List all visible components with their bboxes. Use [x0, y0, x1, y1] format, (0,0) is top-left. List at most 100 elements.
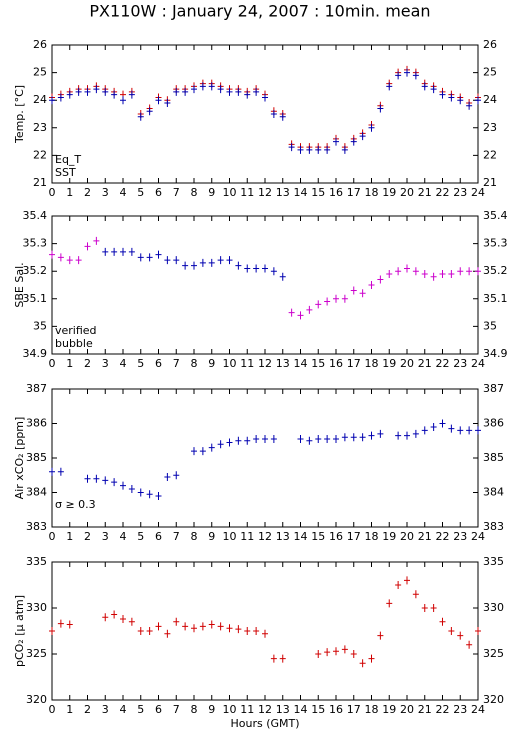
- point: [350, 433, 357, 442]
- x-tick-label: 23: [453, 357, 467, 370]
- y-tick-label: 35.4: [23, 209, 48, 222]
- point: [235, 261, 242, 270]
- x-tick-label: 2: [84, 186, 91, 199]
- x-tick-label: 1: [66, 703, 73, 716]
- point: [457, 426, 464, 435]
- x-tick-label: 10: [223, 186, 237, 199]
- x-tick-label: 14: [294, 530, 308, 543]
- x-tick-label: 17: [347, 703, 361, 716]
- point: [84, 242, 91, 251]
- x-tick-label: 18: [365, 186, 379, 199]
- point: [84, 87, 91, 96]
- point: [49, 96, 55, 105]
- point: [244, 627, 251, 635]
- point: [235, 87, 242, 96]
- y2-tick-label: 23: [483, 121, 497, 134]
- point: [49, 250, 55, 259]
- x-tick-label: 18: [365, 703, 379, 716]
- x-tick-label: 10: [223, 703, 237, 716]
- x-tick-label: 20: [400, 703, 414, 716]
- point: [93, 236, 100, 245]
- point: [341, 433, 348, 442]
- point: [111, 90, 118, 99]
- point: [146, 253, 153, 262]
- point: [182, 261, 189, 270]
- x-tick-label: 8: [191, 703, 198, 716]
- x-tick-label: 7: [173, 357, 180, 370]
- point: [466, 101, 473, 110]
- x-tick-label: 21: [418, 703, 432, 716]
- x-tick-label: 19: [382, 703, 396, 716]
- point: [93, 85, 100, 94]
- point: [262, 93, 268, 102]
- point: [226, 624, 233, 633]
- point: [49, 467, 55, 476]
- x-tick-label: 4: [120, 357, 127, 370]
- y2-tick-label: 25: [483, 66, 497, 79]
- point: [244, 264, 251, 273]
- x-tick-label: 24: [471, 186, 485, 199]
- x-tick-label: 9: [208, 703, 215, 716]
- point: [217, 85, 224, 94]
- point: [315, 650, 322, 658]
- point: [475, 96, 481, 105]
- point: [173, 87, 180, 96]
- x-tick-label: 5: [137, 186, 144, 199]
- plot-frame: [51, 388, 479, 528]
- point: [430, 604, 437, 612]
- point: [306, 436, 313, 445]
- y2-tick-label: 21: [483, 176, 497, 189]
- point: [120, 96, 126, 105]
- x-tick-label: 3: [102, 186, 109, 199]
- point: [377, 104, 384, 113]
- point: [253, 87, 260, 96]
- point: [155, 250, 162, 259]
- y-tick-label: 330: [26, 601, 47, 614]
- y-tick-label: 386: [26, 417, 47, 430]
- point: [137, 253, 144, 262]
- point: [128, 90, 135, 99]
- point: [208, 82, 215, 91]
- y-axis-label: Air xCO₂ [ppm]: [13, 417, 26, 500]
- point: [386, 599, 393, 608]
- plot-frame: [51, 215, 479, 355]
- point: [262, 629, 268, 638]
- point: [182, 87, 189, 96]
- y-tick-label: 320: [26, 693, 47, 706]
- point: [137, 112, 144, 121]
- x-tick-label: 13: [276, 703, 290, 716]
- x-tick-label: 2: [84, 357, 91, 370]
- point: [350, 286, 357, 295]
- point: [137, 627, 144, 635]
- point: [191, 624, 197, 633]
- point: [404, 431, 410, 440]
- point: [66, 90, 73, 99]
- point: [120, 247, 126, 256]
- point: [279, 112, 286, 121]
- point: [377, 429, 384, 438]
- x-tick-label: 15: [311, 186, 325, 199]
- legend-entry: SST: [55, 166, 76, 179]
- point: [448, 93, 455, 102]
- point: [297, 435, 304, 444]
- x-tick-label: 11: [240, 703, 254, 716]
- x-tick-label: 8: [191, 186, 198, 199]
- point: [404, 264, 410, 273]
- point: [244, 436, 251, 445]
- point: [315, 300, 322, 309]
- point: [235, 625, 242, 634]
- point: [57, 619, 64, 628]
- point: [315, 435, 322, 444]
- point: [270, 110, 277, 118]
- x-tick-label: 16: [329, 530, 343, 543]
- x-tick-label: 15: [311, 530, 325, 543]
- x-tick-label: 14: [294, 186, 308, 199]
- point: [226, 256, 233, 265]
- x-axis-label: Hours (GMT): [230, 717, 299, 730]
- point: [457, 267, 464, 276]
- y2-tick-label: 26: [483, 38, 497, 51]
- y2-tick-label: 385: [483, 451, 504, 464]
- legend-entry: bubble: [55, 337, 93, 350]
- point: [217, 256, 224, 265]
- x-tick-label: 6: [155, 703, 162, 716]
